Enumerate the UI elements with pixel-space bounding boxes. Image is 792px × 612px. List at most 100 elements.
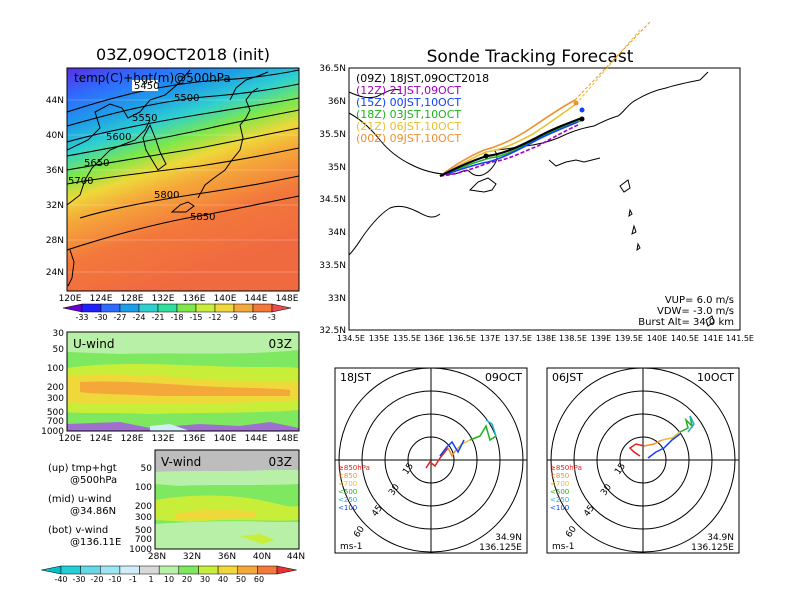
- colorbar-label: -30: [72, 575, 85, 584]
- pressure-tick: 50: [141, 464, 153, 474]
- temperature-colorbar-labels: -33 -30 -27 -24 -21 -18 -15 -12 -9 -6 -3: [75, 313, 276, 322]
- track-map-lat-ticks: 36.5N 36N 35.5N 35N 34.5N 34N 33.5N 33N …: [319, 64, 346, 336]
- lon-tick: 128E: [121, 434, 144, 444]
- colorbar-label: -15: [189, 313, 202, 322]
- pressure-tick: 100: [47, 364, 64, 374]
- lon-tick: 120E: [59, 434, 82, 444]
- legend-entry: (15Z) 00JST,10OCT: [356, 96, 461, 109]
- track-00z: [439, 99, 576, 177]
- lat-tick: 33N: [328, 294, 346, 304]
- vwind-panel: V-wind 03Z 50 100 200 300 500 700 1000 2…: [129, 449, 305, 562]
- launch-legend: (09Z) 18JST,09OCT2018 (12Z) 21JST,09OCT …: [356, 72, 489, 145]
- wind-colorbar-labels: -40 -30 -20 -10 -1 1 10 20 30 40 50 60: [54, 575, 264, 584]
- init-map-label: temp(C)+hgt(m)@500hPa: [74, 71, 231, 85]
- colorbar-swatch: [62, 303, 83, 313]
- track-18z: [439, 119, 583, 177]
- hodo-lat: 34.9N: [495, 533, 522, 543]
- pressure-tick: 1000: [41, 427, 64, 437]
- lon-tick: 141.5E: [726, 334, 754, 343]
- lat-tick: 33.5N: [319, 261, 346, 271]
- hodo-unit: ms-1: [552, 542, 574, 552]
- colorbar-label: 20: [182, 575, 192, 584]
- pressure-tick: 30: [53, 329, 65, 339]
- colorbar-swatch: [139, 565, 160, 575]
- colorbar-label: 50: [236, 575, 246, 584]
- colorbar-label: 30: [200, 575, 210, 584]
- level-label: <700: [338, 480, 357, 488]
- pressure-tick: 300: [47, 394, 64, 404]
- colorbar-swatch: [41, 565, 62, 575]
- colorbar-swatch: [198, 565, 219, 575]
- vwind-pressure-ticks: 50 100 200 300 500 700 1000: [129, 464, 152, 555]
- colorbar-label: -18: [170, 313, 183, 322]
- lat-tick: 35.5N: [319, 130, 346, 140]
- sonde-tracks: [439, 21, 651, 177]
- colorbar-swatch: [214, 303, 235, 313]
- contour-label: 5600: [106, 132, 131, 143]
- contour-label: 5800: [154, 190, 179, 201]
- uwind-time: 03Z: [269, 337, 293, 351]
- pressure-tick: 1000: [129, 545, 152, 555]
- colorbar-label: -3: [268, 313, 276, 322]
- hodo-lon: 136.125E: [479, 543, 522, 553]
- lon-tick: 136E: [424, 334, 444, 343]
- vwind-label: V-wind: [161, 455, 201, 469]
- colorbar-label: -12: [208, 313, 221, 322]
- colorbar-swatch: [276, 565, 297, 575]
- pressure-tick: 700: [135, 535, 152, 545]
- hodo-date: 09OCT: [485, 371, 522, 384]
- lon-tick: 144E: [245, 294, 268, 304]
- note-head: (up) tmp+hgt: [48, 463, 117, 474]
- pressure-tick: 700: [47, 417, 64, 427]
- lon-tick: 141E: [703, 334, 723, 343]
- lat-tick: 44N: [46, 96, 64, 106]
- track-map: (09Z) 18JST,09OCT2018 (12Z) 21JST,09OCT …: [319, 21, 754, 343]
- param-vup: VUP= 6.0 m/s: [665, 295, 734, 306]
- pressure-tick: 50: [53, 345, 65, 355]
- lat-tick: 35N: [328, 163, 346, 173]
- init-map-lon-ticks: 120E 124E 128E 132E 136E 140E 144E 148E: [59, 294, 299, 304]
- lon-tick: 138E: [536, 334, 556, 343]
- vwind-time: 03Z: [269, 455, 293, 469]
- colorbar-label: 60: [254, 575, 264, 584]
- uwind-pressure-ticks: 30 50 100 200 300 500 700 1000: [41, 329, 64, 437]
- track-12z: [439, 123, 581, 177]
- note-sub: @34.86N: [70, 506, 116, 517]
- hodograph-left: 15 30 45 60 18JST 09OCT ≥850hPa <850 <70…: [334, 367, 528, 554]
- colorbar-swatch: [80, 565, 101, 575]
- level-label: <100: [338, 504, 357, 512]
- colorbar-swatch: [119, 303, 140, 313]
- contour-label: 5650: [84, 158, 109, 169]
- vwind-lat-ticks: 28N 32N 36N 40N 44N: [148, 552, 305, 562]
- note-sub: @136.11E: [70, 537, 121, 548]
- legend-entry: (21Z) 06JST,10OCT: [356, 120, 461, 133]
- lon-tick: 124E: [90, 294, 113, 304]
- contour-label: 5850: [190, 212, 215, 223]
- colorbar-label: 10: [164, 575, 174, 584]
- param-burst: Burst Alt= 34.0 km: [638, 317, 734, 328]
- level-label: <700: [550, 480, 569, 488]
- colorbar-swatch: [81, 303, 102, 313]
- param-vdw: VDW= -3.0 m/s: [657, 306, 734, 317]
- wind-colorbar: [41, 565, 297, 575]
- colorbar-label: -10: [108, 575, 121, 584]
- colorbar-swatch: [217, 565, 238, 575]
- init-map-lat-ticks: 44N 40N 36N 32N 28N 24N: [46, 96, 64, 278]
- lat-tick: 32N: [46, 201, 64, 211]
- lat-tick: 36.5N: [319, 64, 346, 74]
- pressure-tick: 100: [135, 483, 152, 493]
- pressure-tick: 200: [135, 502, 152, 512]
- pressure-tick: 500: [47, 408, 64, 418]
- lat-tick: 32.5N: [319, 326, 346, 336]
- colorbar-swatch: [252, 303, 273, 313]
- colorbar-swatch: [233, 303, 254, 313]
- colorbar-label: -24: [132, 313, 145, 322]
- lon-tick: 135E: [369, 334, 389, 343]
- hodo-time: 18JST: [340, 371, 371, 384]
- lat-tick: 24N: [46, 268, 64, 278]
- colorbar-label: -6: [249, 313, 257, 322]
- lon-tick: 140E: [647, 334, 667, 343]
- level-label: <250: [550, 496, 569, 504]
- lon-tick: 140.5E: [671, 334, 699, 343]
- hodo-date: 10OCT: [697, 371, 734, 384]
